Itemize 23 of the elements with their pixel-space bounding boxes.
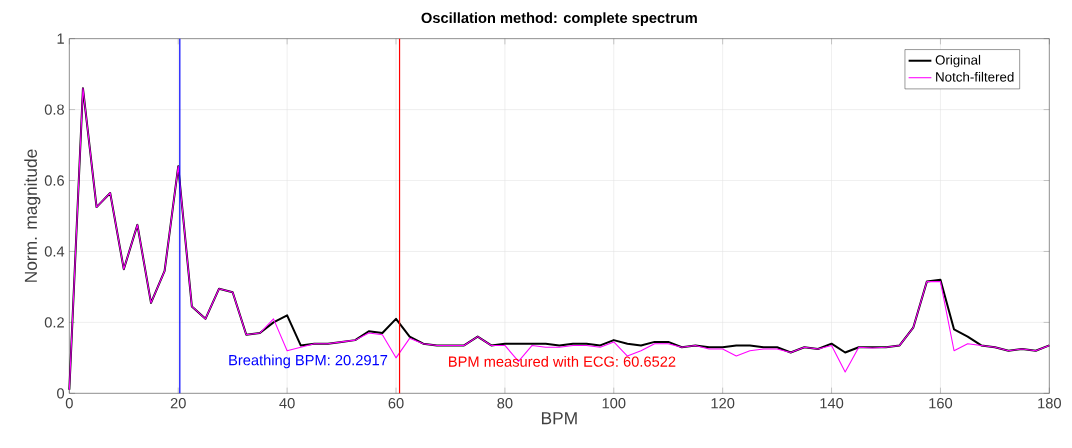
legend-label: Notch-filtered	[936, 71, 1014, 82]
y-tick-label: 1	[57, 33, 64, 44]
x-tick-label: 80	[497, 398, 513, 409]
x-tick-label: 160	[929, 398, 953, 409]
x-tick-label: 60	[388, 398, 404, 409]
y-axis-title: Norm. magnitude	[24, 149, 41, 282]
x-tick-label: 120	[711, 398, 735, 409]
x-tick-label: 20	[170, 398, 186, 409]
y-tick-label: 0.6	[44, 175, 64, 186]
legend-label: Original	[935, 54, 981, 68]
x-tick-label: 140	[820, 398, 844, 409]
x-tick-label: 0	[65, 398, 73, 409]
y-tick-label: 0	[57, 388, 65, 399]
x-tick-label: 100	[602, 398, 626, 409]
ref-line-label: BPM measured with ECG: 60.6522	[449, 356, 676, 367]
y-tick-label: 0.8	[44, 104, 64, 115]
y-tick-label: 0.2	[44, 317, 64, 328]
ref-line-label: Breathing BPM: 20.2917	[229, 354, 388, 369]
y-tick-label: 0.4	[44, 246, 65, 257]
x-axis-title: BPM	[541, 412, 577, 425]
x-tick-label: 180	[1038, 398, 1061, 409]
chart-title: Oscillation method: complete spectrum	[421, 12, 697, 26]
x-tick-label: 40	[279, 398, 295, 409]
